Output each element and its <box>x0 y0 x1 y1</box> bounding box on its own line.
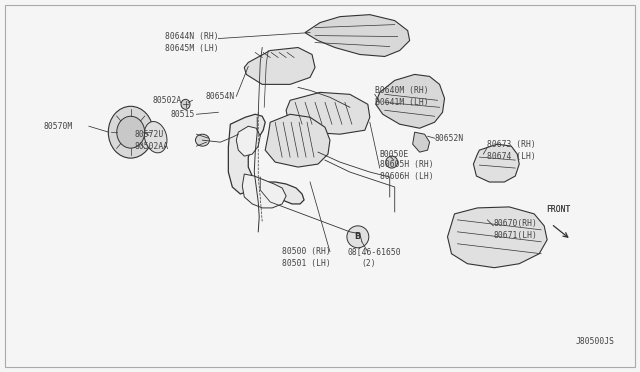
Text: 80654N: 80654N <box>205 92 234 101</box>
Polygon shape <box>265 114 330 167</box>
Text: 80572U: 80572U <box>134 130 164 139</box>
Polygon shape <box>228 114 304 204</box>
Text: 08[46-61650: 08[46-61650 <box>348 247 401 256</box>
Circle shape <box>386 156 397 168</box>
Polygon shape <box>413 132 429 152</box>
Text: 80673 (RH): 80673 (RH) <box>488 140 536 149</box>
Text: 80515: 80515 <box>170 110 195 119</box>
Ellipse shape <box>195 134 209 146</box>
Ellipse shape <box>116 116 145 148</box>
Polygon shape <box>244 48 315 84</box>
Polygon shape <box>236 126 260 156</box>
Polygon shape <box>376 74 445 128</box>
Text: 80605H (RH): 80605H (RH) <box>380 160 433 169</box>
Text: B: B <box>355 232 361 241</box>
Ellipse shape <box>108 106 153 158</box>
Text: 80502A: 80502A <box>152 96 182 105</box>
Ellipse shape <box>144 122 167 153</box>
Text: 80652N: 80652N <box>435 134 464 143</box>
Text: B0640M (RH): B0640M (RH) <box>375 86 428 95</box>
Text: 80570M: 80570M <box>43 122 72 131</box>
Polygon shape <box>305 15 410 57</box>
Polygon shape <box>474 144 519 182</box>
Text: 80674 (LH): 80674 (LH) <box>488 152 536 161</box>
Text: J80500JS: J80500JS <box>576 337 615 346</box>
Text: 80606H (LH): 80606H (LH) <box>380 171 433 180</box>
Text: 80644N (RH): 80644N (RH) <box>164 32 218 41</box>
Ellipse shape <box>181 99 190 109</box>
Text: (2): (2) <box>362 259 376 268</box>
Polygon shape <box>447 207 547 268</box>
Text: 80671(LH): 80671(LH) <box>493 231 537 240</box>
Text: 80645M (LH): 80645M (LH) <box>164 44 218 53</box>
Text: B0641M (LH): B0641M (LH) <box>375 98 428 107</box>
Circle shape <box>347 226 369 248</box>
Text: FRONT: FRONT <box>546 205 570 214</box>
Text: B0050E: B0050E <box>380 150 409 158</box>
Text: 80502AA: 80502AA <box>134 142 169 151</box>
Text: 80500 (RH): 80500 (RH) <box>282 247 331 256</box>
Text: 80501 (LH): 80501 (LH) <box>282 259 331 268</box>
Text: 80670(RH): 80670(RH) <box>493 219 537 228</box>
Polygon shape <box>243 174 286 208</box>
Text: FRONT: FRONT <box>546 205 570 214</box>
Polygon shape <box>286 92 370 134</box>
